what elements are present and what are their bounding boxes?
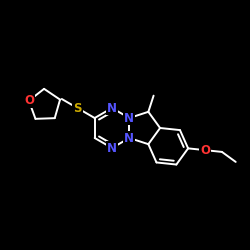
Text: O: O	[24, 94, 34, 107]
Text: N: N	[107, 102, 117, 114]
Text: O: O	[200, 144, 210, 157]
Text: N: N	[124, 132, 134, 144]
Text: N: N	[124, 112, 134, 124]
Text: S: S	[73, 102, 82, 114]
Text: N: N	[107, 142, 117, 154]
